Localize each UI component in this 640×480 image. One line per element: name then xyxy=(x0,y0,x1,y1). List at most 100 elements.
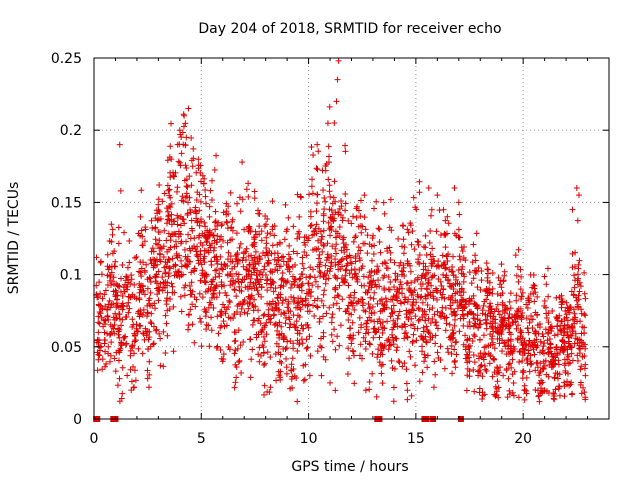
data-point xyxy=(164,248,171,255)
data-point xyxy=(370,205,377,212)
data-point xyxy=(367,304,374,311)
data-point xyxy=(150,256,157,263)
data-point xyxy=(274,241,281,248)
data-point xyxy=(456,211,463,218)
data-point xyxy=(291,278,298,285)
data-point xyxy=(294,191,301,198)
data-point xyxy=(572,277,579,284)
data-point xyxy=(424,280,431,287)
data-point xyxy=(572,330,579,337)
data-point xyxy=(544,265,551,272)
data-point xyxy=(148,320,155,327)
data-point xyxy=(306,274,313,281)
data-point xyxy=(232,329,239,336)
data-point xyxy=(297,306,304,313)
data-point xyxy=(167,204,174,211)
data-point xyxy=(188,291,195,298)
data-point xyxy=(245,305,252,312)
data-point xyxy=(188,157,195,164)
data-point xyxy=(331,326,338,333)
data-point xyxy=(576,342,583,349)
data-point xyxy=(112,258,119,265)
data-point xyxy=(487,331,494,338)
data-point xyxy=(454,305,461,312)
data-point xyxy=(306,286,313,293)
data-point xyxy=(494,290,501,297)
data-point xyxy=(470,241,477,248)
data-point xyxy=(449,268,456,275)
data-point xyxy=(263,234,270,241)
data-point xyxy=(399,222,406,229)
data-point xyxy=(261,324,268,331)
data-point xyxy=(167,296,174,303)
data-point xyxy=(389,326,396,333)
data-point xyxy=(542,326,549,333)
data-point xyxy=(462,257,469,264)
data-point xyxy=(417,280,424,287)
data-point xyxy=(409,306,416,313)
data-point xyxy=(556,371,563,378)
data-point xyxy=(471,359,478,366)
data-point xyxy=(439,291,446,298)
data-point xyxy=(352,270,359,277)
data-point xyxy=(495,384,502,391)
data-point xyxy=(379,329,386,336)
data-point xyxy=(462,346,469,353)
data-point xyxy=(416,252,423,259)
data-point xyxy=(567,342,574,349)
data-point xyxy=(551,396,558,403)
data-point xyxy=(477,370,484,377)
data-point xyxy=(105,350,112,357)
data-point xyxy=(428,282,435,289)
data-point xyxy=(296,213,303,220)
data-point xyxy=(565,307,572,314)
data-point xyxy=(389,365,396,372)
grid xyxy=(94,58,609,419)
data-point xyxy=(445,251,452,258)
data-point xyxy=(270,288,277,295)
data-point xyxy=(183,165,190,172)
data-point xyxy=(173,250,180,257)
data-point xyxy=(395,358,402,365)
data-point xyxy=(329,338,336,345)
data-point xyxy=(459,296,466,303)
data-point xyxy=(139,242,146,249)
data-point xyxy=(565,370,572,377)
data-point xyxy=(395,312,402,319)
data-point xyxy=(286,242,293,249)
data-point xyxy=(177,162,184,169)
data-point xyxy=(509,389,516,396)
data-point xyxy=(124,274,131,281)
data-point xyxy=(360,273,367,280)
data-point xyxy=(100,317,107,324)
data-point xyxy=(401,360,408,367)
data-point xyxy=(193,196,200,203)
data-point xyxy=(470,322,477,329)
data-point xyxy=(203,247,210,254)
data-point xyxy=(311,274,318,281)
data-point xyxy=(431,311,438,318)
data-point xyxy=(321,287,328,294)
data-point xyxy=(443,320,450,327)
data-point xyxy=(285,298,292,305)
data-point xyxy=(348,340,355,347)
data-point xyxy=(296,341,303,348)
data-point xyxy=(335,209,342,216)
data-point xyxy=(93,291,100,298)
data-point xyxy=(317,269,324,276)
data-point xyxy=(366,269,373,276)
data-point xyxy=(353,300,360,307)
data-point xyxy=(476,336,483,343)
data-point xyxy=(427,319,434,326)
data-point xyxy=(235,278,242,285)
data-point xyxy=(282,320,289,327)
data-point xyxy=(203,234,210,241)
data-point xyxy=(441,315,448,322)
data-point xyxy=(188,269,195,276)
data-point xyxy=(229,227,236,234)
data-point xyxy=(125,293,132,300)
data-point xyxy=(130,321,137,328)
data-point xyxy=(568,323,575,330)
data-point xyxy=(207,187,214,194)
data-point xyxy=(462,332,469,339)
